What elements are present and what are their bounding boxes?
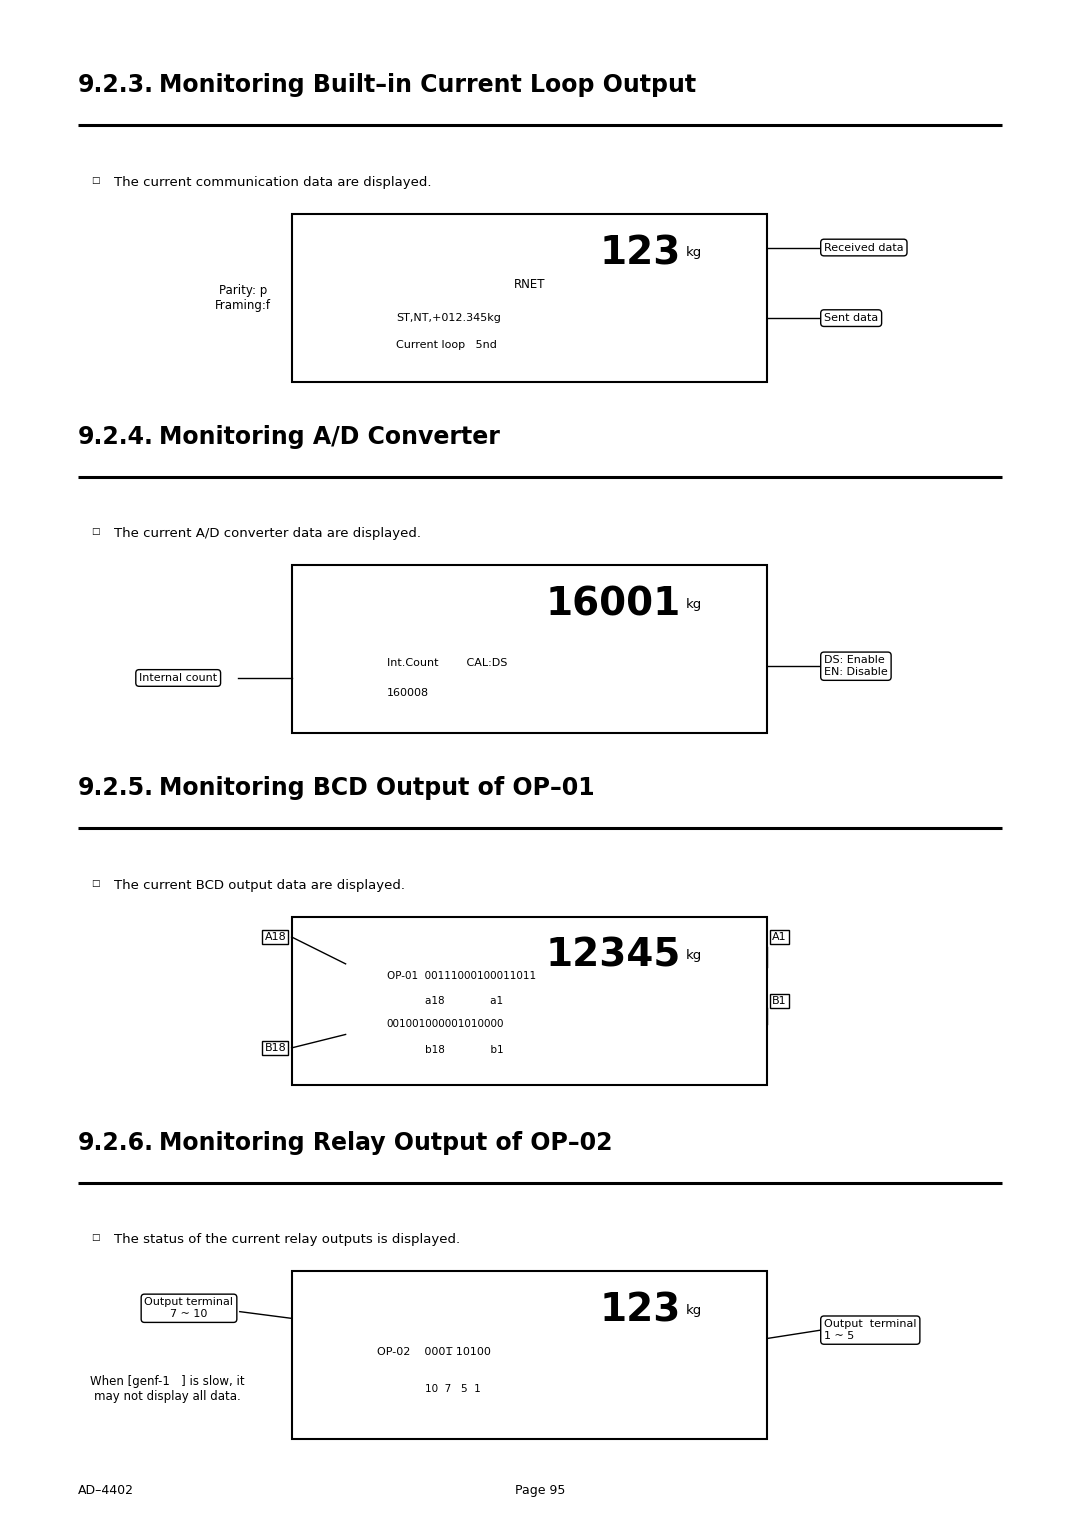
Text: Internal count: Internal count (139, 672, 217, 683)
Text: Output terminal
7 ~ 10: Output terminal 7 ~ 10 (145, 1297, 233, 1319)
Text: 10  7   5  1: 10 7 5 1 (424, 1384, 481, 1394)
Text: Output  terminal
1 ~ 5: Output terminal 1 ~ 5 (824, 1319, 917, 1342)
Bar (292, 214, 767, 382)
Text: Current loop   5nd: Current loop 5nd (396, 341, 497, 350)
Text: 001001000001010000: 001001000001010000 (387, 1019, 504, 1030)
Text: A18: A18 (265, 932, 286, 941)
Text: kg: kg (686, 1303, 702, 1317)
Bar (292, 1271, 767, 1439)
Text: The current communication data are displayed.: The current communication data are displ… (114, 176, 432, 189)
Text: b18              b1: b18 b1 (424, 1045, 503, 1054)
Text: kg: kg (686, 949, 702, 963)
Text: Monitoring BCD Output of OP–01: Monitoring BCD Output of OP–01 (159, 776, 594, 801)
Text: 123: 123 (599, 1291, 681, 1329)
Text: ST,NT,+012.345kg: ST,NT,+012.345kg (396, 313, 501, 322)
Text: 12345: 12345 (545, 937, 681, 975)
Text: Monitoring Relay Output of OP–02: Monitoring Relay Output of OP–02 (159, 1131, 612, 1155)
Text: 160008: 160008 (387, 688, 429, 698)
Text: When [genf-1   ] is slow, it
may not display all data.: When [genf-1 ] is slow, it may not displ… (90, 1375, 245, 1403)
Bar (292, 917, 767, 1085)
Text: RNET: RNET (513, 278, 545, 290)
Text: OP-01  00111000100011011: OP-01 00111000100011011 (387, 970, 536, 981)
Text: A1: A1 (772, 932, 787, 941)
Text: OP-02    0001̅ 10100: OP-02 0001̅ 10100 (377, 1348, 491, 1357)
Text: 9.2.5.: 9.2.5. (78, 776, 153, 801)
Text: 9.2.4.: 9.2.4. (78, 425, 153, 449)
Text: The current A/D converter data are displayed.: The current A/D converter data are displ… (114, 527, 421, 541)
Text: AD–4402: AD–4402 (78, 1484, 134, 1497)
Text: □: □ (91, 527, 99, 536)
Text: Received data: Received data (824, 243, 904, 252)
Text: 9.2.6.: 9.2.6. (78, 1131, 153, 1155)
Text: kg: kg (686, 597, 702, 611)
Text: 9.2.3.: 9.2.3. (78, 73, 153, 98)
Text: B1: B1 (772, 996, 787, 1005)
Text: Sent data: Sent data (824, 313, 878, 322)
Text: Monitoring Built–in Current Loop Output: Monitoring Built–in Current Loop Output (159, 73, 696, 98)
Text: Parity: p
Framing:f: Parity: p Framing:f (215, 284, 271, 312)
Text: a18              a1: a18 a1 (424, 996, 503, 1005)
Text: The current BCD output data are displayed.: The current BCD output data are displaye… (114, 879, 405, 892)
Text: □: □ (91, 1233, 99, 1242)
Text: DS: Enable
EN: Disable: DS: Enable EN: Disable (824, 656, 888, 677)
Bar (292, 565, 767, 733)
Text: Monitoring A/D Converter: Monitoring A/D Converter (159, 425, 500, 449)
Text: □: □ (91, 176, 99, 185)
Text: The status of the current relay outputs is displayed.: The status of the current relay outputs … (114, 1233, 460, 1247)
Text: 16001: 16001 (546, 585, 681, 623)
Text: 123: 123 (599, 234, 681, 272)
Text: □: □ (91, 879, 99, 888)
Text: Page 95: Page 95 (515, 1484, 565, 1497)
Text: Int.Count        CAL:DS: Int.Count CAL:DS (387, 659, 507, 668)
Text: B18: B18 (265, 1044, 286, 1053)
Text: kg: kg (686, 246, 702, 260)
